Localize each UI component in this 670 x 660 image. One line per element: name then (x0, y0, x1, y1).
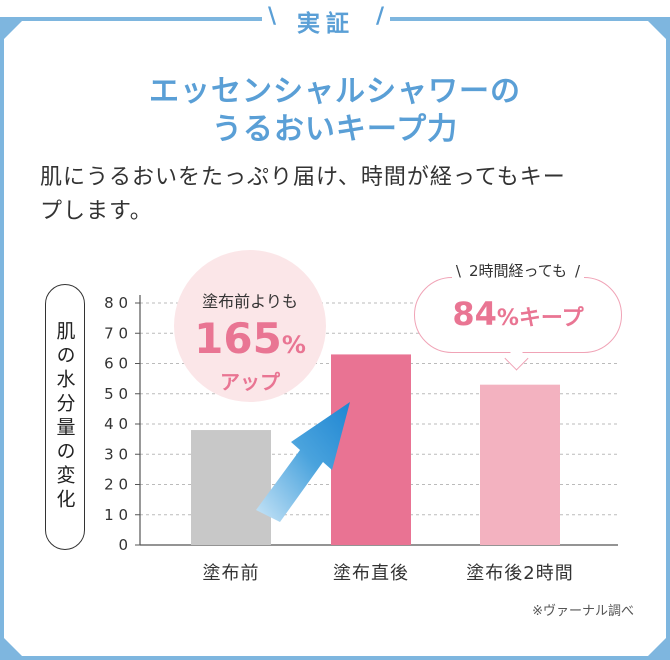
frame-right (666, 17, 670, 660)
bubble-percentage: 165% (174, 314, 326, 363)
frame-corner (4, 21, 22, 39)
description-line-2: プします。 (40, 199, 153, 224)
x-tick-label-0: 塗布前 (202, 563, 260, 584)
callout-suffix: %キープ (496, 306, 584, 331)
increase-bubble (174, 250, 326, 402)
frame-top-right (390, 17, 670, 21)
badge-label: 実証 (297, 11, 355, 37)
y-tick-label: 1 0 (104, 506, 128, 524)
frame-bottom (0, 656, 670, 660)
callout-title-text: 2時間経っても (468, 262, 568, 280)
bubble-caption: 塗布前よりも (202, 292, 298, 311)
frame-left (0, 17, 4, 660)
y-tick-label: 5 0 (104, 385, 128, 403)
y-tick-label: 3 0 (104, 445, 128, 463)
slash-decoration: / (575, 262, 581, 280)
frame-corner (648, 638, 666, 656)
x-tick-label-2: 塗布後2時間 (466, 563, 574, 584)
verification-badge: \ 実証 / (262, 0, 390, 37)
bar-1 (331, 354, 411, 545)
y-tick-label: 0 (118, 536, 128, 554)
callout-value: 84%キープ (414, 295, 622, 333)
frame-top-left (0, 17, 262, 21)
bar-2 (480, 384, 560, 545)
increase-arrow-icon (256, 402, 350, 522)
headline-line-2: うるおいキープ力 (211, 112, 459, 147)
bubble-percent-sign: % (281, 331, 306, 359)
frame-corner (4, 638, 22, 656)
y-tick-label: 8 0 (104, 294, 128, 312)
y-tick-label: 2 0 (104, 476, 128, 494)
bubble-up-label: アップ (220, 370, 280, 394)
x-tick-label-1: 塗布直後 (333, 563, 409, 584)
callout-title: \ 2時間経っても / (414, 260, 622, 281)
y-tick-label: 6 0 (104, 355, 128, 373)
y-tick-label: 7 0 (104, 324, 128, 342)
bar-0 (191, 430, 271, 545)
frame-corner (648, 21, 666, 39)
callout-number: 84 (452, 295, 497, 333)
backslash-decoration: \ (455, 262, 461, 280)
backslash-decoration: \ (268, 4, 277, 29)
y-tick-label: 4 0 (104, 415, 128, 433)
footnote: ※ヴァーナル調べ (532, 604, 634, 619)
bubble-number: 165 (194, 314, 282, 363)
slash-decoration: / (375, 4, 384, 29)
description-line-1: 肌にうるおいをたっぷり届け、時間が経ってもキー (40, 165, 566, 190)
y-axis-label: 肌の水分量の変化 (53, 321, 76, 513)
y-axis-label-box: 肌の水分量の変化 (45, 284, 85, 550)
headline-line-1: エッセンシャルシャワーの (149, 74, 521, 109)
keep-callout (414, 277, 622, 353)
